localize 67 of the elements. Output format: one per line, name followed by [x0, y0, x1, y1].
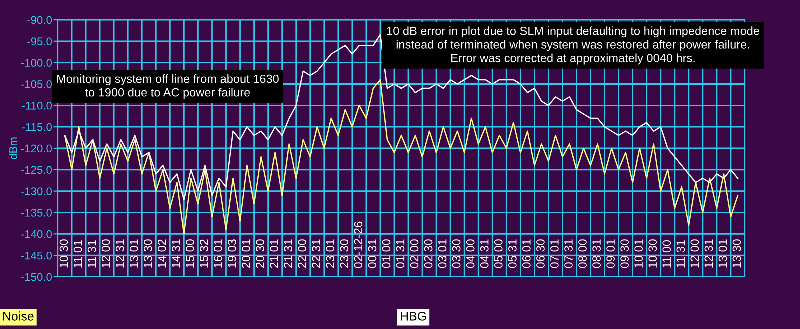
x-tick-label: 20 30 [256, 240, 264, 268]
x-tick-label: 11 01 [74, 240, 82, 268]
x-tick-label: 22 00 [298, 240, 307, 268]
x-tick-label: 12 00 [690, 240, 700, 268]
x-tick-label: 07 01 [550, 240, 559, 268]
x-tick-label: 04 00 [466, 240, 475, 268]
x-tick-label: 21 01 [270, 240, 278, 268]
x-tick-label: 19 03 [228, 240, 236, 268]
x-tick-label: 03 30 [452, 240, 461, 268]
x-tick-label: 01 31 [396, 240, 405, 268]
x-tick-label: 16 01 [214, 240, 222, 268]
x-tick-label: 11 31 [676, 240, 686, 268]
x-tick-label: 04 31 [480, 240, 489, 268]
y-tick-label: -105.0 [21, 80, 52, 88]
y-axis-title: dBm [9, 138, 18, 160]
x-tick-label: 09 01 [606, 240, 615, 268]
x-tick-label: 11 00 [662, 240, 672, 268]
y-tick-label: -145.0 [21, 252, 52, 260]
x-tick-label: 14 02 [158, 240, 166, 268]
x-tick-label: 11 31 [88, 240, 96, 268]
y-tick-label: -150.0 [21, 273, 52, 282]
text: Noise [3, 312, 34, 321]
annotation: Monitoring system off line from about 1630 to 1900 due to AC power failure [57, 74, 279, 100]
x-tick-label: 05 00 [494, 240, 503, 268]
annotation: 10 dB error in plot due to SLM input defaulting to high impedence mode instead of terminated when system was restored after power failure. Error was corrected at approximately 0040 hrs. [387, 26, 760, 65]
y-tick-label: -110.0 [22, 102, 52, 110]
x-tick-label: 12 31 [704, 240, 714, 268]
x-tick-label: 23 30 [340, 240, 349, 268]
y-tick-label: -135.0 [21, 209, 52, 217]
x-tick-label: 22 31 [312, 240, 321, 268]
x-tick-label: 06 30 [536, 240, 545, 268]
x-tick-label: 08 00 [578, 240, 587, 268]
x-tick-label: 10 30 [648, 240, 658, 268]
x-tick-label: 10 01 [634, 240, 644, 268]
y-tick-label: -130.0 [21, 188, 52, 196]
x-tick-label: 01 00 [382, 240, 391, 268]
x-tick-label: 12 31 [116, 240, 124, 268]
x-tick-label: 09 30 [620, 240, 629, 268]
x-tick-label: 23 01 [326, 240, 335, 268]
x-tick-label: 13 30 [144, 240, 152, 268]
x-tick-label: 05 31 [508, 240, 517, 268]
x-tick-label: 00 31 [368, 240, 377, 268]
y-tick-label: -90.0 [28, 16, 52, 24]
x-tick-label: 02 00 [410, 240, 419, 268]
x-tick-label: 02-12-26 [354, 222, 363, 268]
x-tick-label: 13 01 [718, 240, 728, 268]
x-tick-label: 15 00 [186, 240, 194, 268]
x-tick-label: 15 32 [200, 240, 208, 268]
x-tick-label: 12 00 [102, 240, 110, 268]
text: HBG [401, 312, 426, 321]
x-tick-label: 21 31 [284, 240, 293, 268]
x-tick-label: 03 01 [438, 240, 447, 268]
y-tick-label: -120.0 [21, 144, 52, 153]
x-tick-label: 20 01 [242, 240, 250, 268]
x-tick-label: 06 01 [522, 240, 531, 268]
y-tick-label: -140.0 [21, 230, 52, 238]
x-tick-label: 14 31 [172, 240, 180, 268]
y-tick-label: -95.0 [28, 38, 52, 46]
x-tick-label: 13 30 [732, 240, 742, 268]
y-tick-label: -115.0 [22, 123, 52, 132]
x-tick-label: 10 30 [60, 240, 68, 268]
x-tick-label: 13 01 [130, 240, 138, 268]
y-tick-label: -125.0 [21, 166, 52, 174]
x-tick-label: 02 30 [424, 240, 433, 268]
x-tick-label: 08 31 [592, 240, 601, 268]
y-tick-label: -100.0 [21, 59, 52, 67]
x-tick-label: 07 31 [564, 240, 573, 268]
